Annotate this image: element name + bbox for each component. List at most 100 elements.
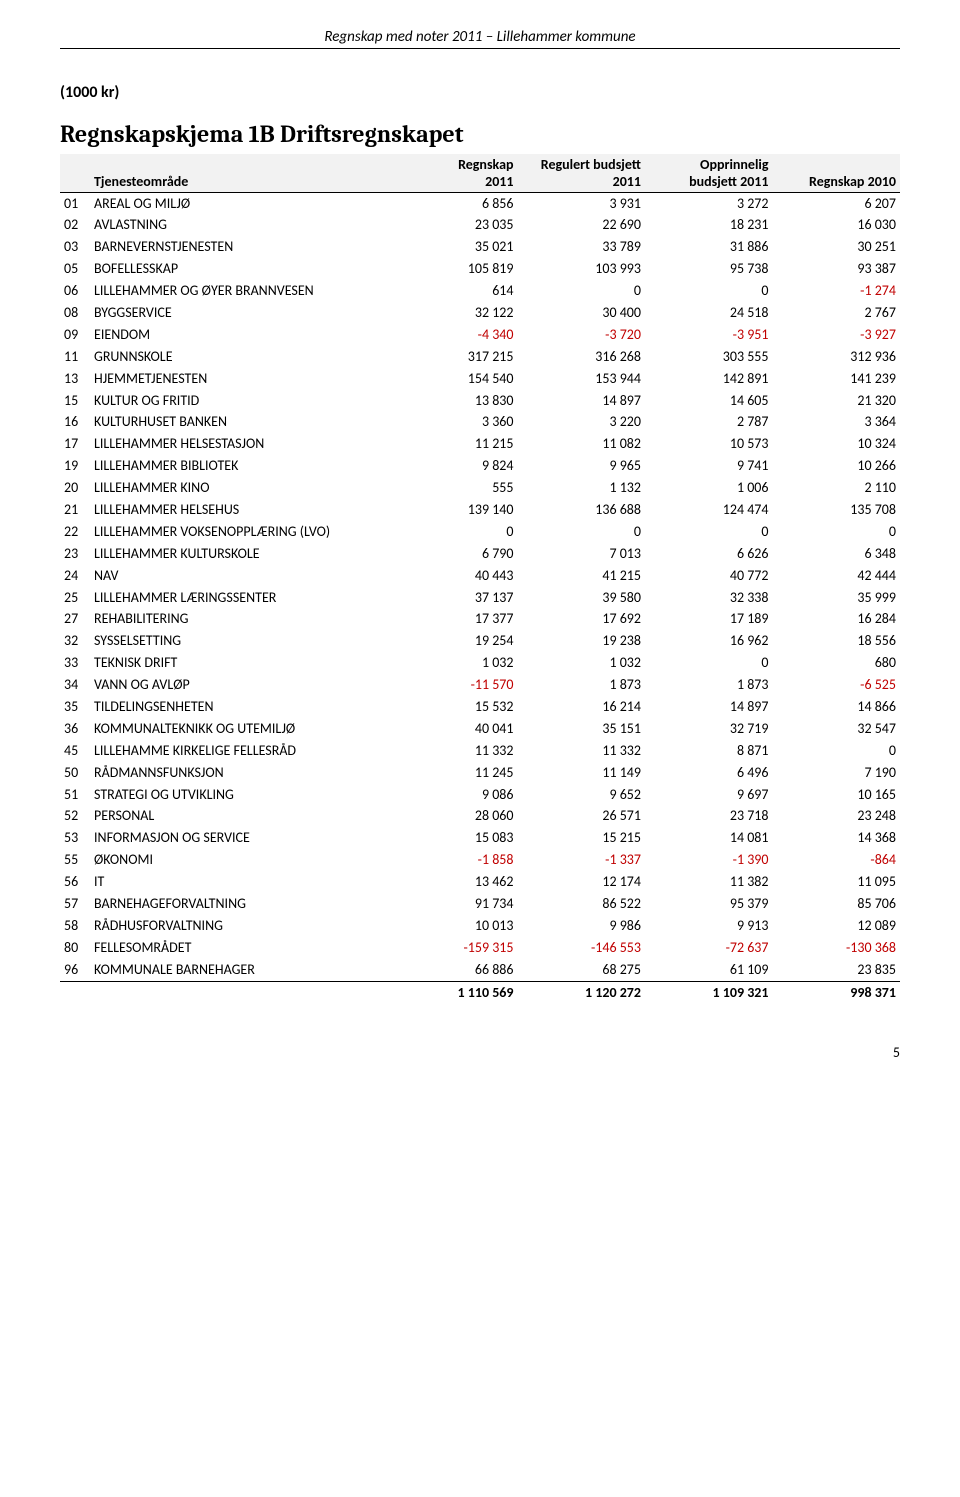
table-row: 50RÅDMANNSFUNKSJON11 24511 1496 4967 190 [60, 762, 900, 784]
row-code: 08 [60, 302, 90, 324]
row-value: -1 390 [645, 850, 773, 872]
row-value: 95 379 [645, 894, 773, 916]
table-row: 25LILLEHAMMER LÆRINGSSENTER37 13739 5803… [60, 587, 900, 609]
row-code: 27 [60, 609, 90, 631]
row-code: 13 [60, 368, 90, 390]
row-value: 40 443 [390, 565, 518, 587]
row-value: 7 190 [773, 762, 901, 784]
page-number: 5 [60, 1044, 900, 1061]
row-value: 12 089 [773, 915, 901, 937]
document-title: Regnskapskjema 1B Driftsregnskapet [60, 120, 900, 148]
row-value: 23 035 [390, 215, 518, 237]
row-code: 21 [60, 499, 90, 521]
row-name: LILLEHAMMER LÆRINGSSENTER [90, 587, 390, 609]
row-value: 9 741 [645, 456, 773, 478]
row-name: LILLEHAMMER KULTURSKOLE [90, 543, 390, 565]
row-value: 95 738 [645, 259, 773, 281]
table-row: 01AREAL OG MILJØ6 8563 9313 2726 207 [60, 193, 900, 215]
table-row: 03BARNEVERNSTJENESTEN35 02133 78931 8863… [60, 237, 900, 259]
row-value: -1 274 [773, 281, 901, 303]
row-name: AREAL OG MILJØ [90, 193, 390, 215]
row-value: 139 140 [390, 499, 518, 521]
row-name: BARNEHAGEFORVALTNING [90, 894, 390, 916]
row-value: 7 013 [518, 543, 646, 565]
row-name: REHABILITERING [90, 609, 390, 631]
row-value: -159 315 [390, 937, 518, 959]
row-code: 19 [60, 456, 90, 478]
table-row: 36KOMMUNALTEKNIKK OG UTEMILJØ40 04135 15… [60, 718, 900, 740]
row-code: 25 [60, 587, 90, 609]
row-value: 32 338 [645, 587, 773, 609]
row-value: -11 570 [390, 675, 518, 697]
row-value: -1 337 [518, 850, 646, 872]
table-row: 02AVLASTNING23 03522 69018 23116 030 [60, 215, 900, 237]
table-row: 13HJEMMETJENESTEN154 540153 944142 89114… [60, 368, 900, 390]
row-name: AVLASTNING [90, 215, 390, 237]
row-name: LILLEHAMME KIRKELIGE FELLESRÅD [90, 740, 390, 762]
total-value: 1 109 321 [645, 982, 773, 1004]
row-name: PERSONAL [90, 806, 390, 828]
row-value: 9 086 [390, 784, 518, 806]
row-code: 11 [60, 346, 90, 368]
row-value: 1 032 [518, 653, 646, 675]
row-value: 40 772 [645, 565, 773, 587]
row-value: 11 332 [390, 740, 518, 762]
row-name: BARNEVERNSTJENESTEN [90, 237, 390, 259]
row-code: 09 [60, 324, 90, 346]
total-row: 1 110 5691 120 2721 109 321998 371 [60, 982, 900, 1004]
row-code: 24 [60, 565, 90, 587]
row-value: 11 082 [518, 434, 646, 456]
row-value: 14 897 [518, 390, 646, 412]
row-code: 53 [60, 828, 90, 850]
row-name: ØKONOMI [90, 850, 390, 872]
row-value: 124 474 [645, 499, 773, 521]
row-value: 3 364 [773, 412, 901, 434]
table-row: 09EIENDOM-4 340-3 720-3 951-3 927 [60, 324, 900, 346]
row-value: 86 522 [518, 894, 646, 916]
table-row: 33TEKNISK DRIFT1 0321 0320680 [60, 653, 900, 675]
row-value: 61 109 [645, 959, 773, 981]
row-value: 6 496 [645, 762, 773, 784]
row-value: 9 913 [645, 915, 773, 937]
row-value: 30 251 [773, 237, 901, 259]
row-value: 93 387 [773, 259, 901, 281]
row-value: 14 368 [773, 828, 901, 850]
row-name: FELLESOMRÅDET [90, 937, 390, 959]
table-row: 34VANN OG AVLØP-11 5701 8731 873-6 525 [60, 675, 900, 697]
row-value: 6 790 [390, 543, 518, 565]
row-name: IT [90, 872, 390, 894]
row-value: 303 555 [645, 346, 773, 368]
row-value: 10 324 [773, 434, 901, 456]
table-row: 96KOMMUNALE BARNEHAGER66 88668 27561 109… [60, 959, 900, 981]
table-row: 53INFORMASJON OG SERVICE15 08315 21514 0… [60, 828, 900, 850]
row-value: 6 626 [645, 543, 773, 565]
row-value: 15 083 [390, 828, 518, 850]
row-value: 154 540 [390, 368, 518, 390]
table-row: 52PERSONAL28 06026 57123 71823 248 [60, 806, 900, 828]
row-value: 0 [773, 740, 901, 762]
row-name: GRUNNSKOLE [90, 346, 390, 368]
row-value: 32 547 [773, 718, 901, 740]
row-value: 10 165 [773, 784, 901, 806]
row-code: 52 [60, 806, 90, 828]
row-code: 15 [60, 390, 90, 412]
row-value: 68 275 [518, 959, 646, 981]
row-code: 80 [60, 937, 90, 959]
row-value: 0 [645, 281, 773, 303]
row-value: -130 368 [773, 937, 901, 959]
row-value: 32 719 [645, 718, 773, 740]
table-row: 05BOFELLESSKAP105 819103 99395 73893 387 [60, 259, 900, 281]
row-value: 153 944 [518, 368, 646, 390]
row-name: EIENDOM [90, 324, 390, 346]
table-row: 35TILDELINGSENHETEN15 53216 21414 89714 … [60, 696, 900, 718]
row-value: 30 400 [518, 302, 646, 324]
table-row: 23LILLEHAMMER KULTURSKOLE6 7907 0136 626… [60, 543, 900, 565]
row-value: 1 132 [518, 478, 646, 500]
row-code: 96 [60, 959, 90, 981]
row-code: 33 [60, 653, 90, 675]
row-code: 34 [60, 675, 90, 697]
row-name: LILLEHAMMER VOKSENOPPLÆRING (LVO) [90, 521, 390, 543]
col-code [60, 154, 90, 193]
row-code: 55 [60, 850, 90, 872]
row-value: 2 110 [773, 478, 901, 500]
